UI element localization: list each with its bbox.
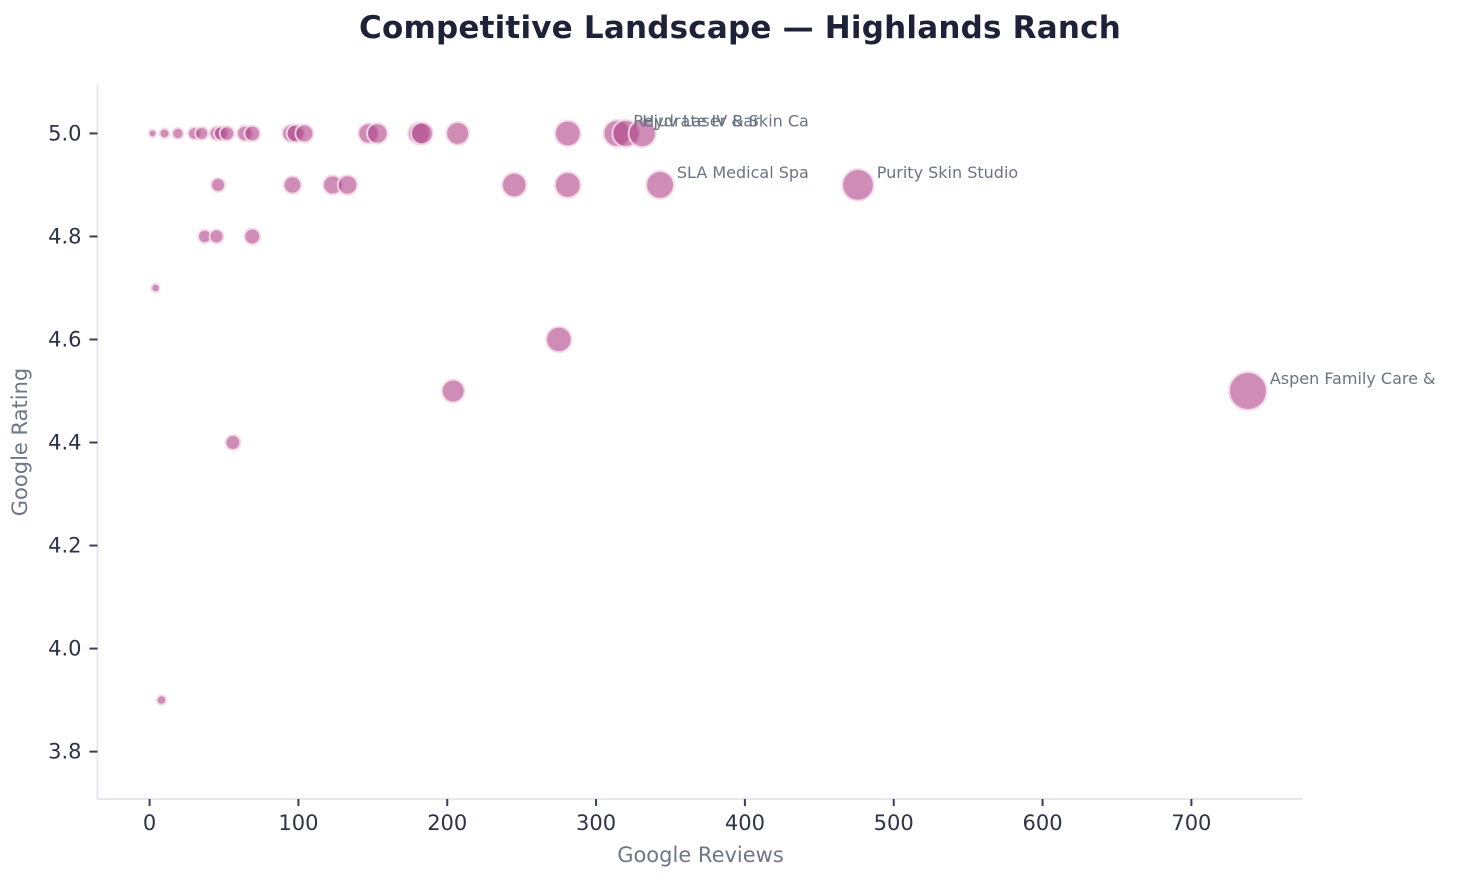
data-bubble — [336, 174, 359, 196]
annotation-label: Aspen Family Care & — [1270, 369, 1436, 388]
annotation-label: Rejuv Laser & Skin Ca — [633, 111, 809, 130]
y-tick-label: 4.8 — [48, 224, 81, 248]
data-bubble — [224, 434, 242, 451]
y-tick-label: 3.8 — [48, 740, 81, 764]
data-bubble — [194, 125, 210, 141]
data-bubble — [210, 176, 227, 193]
data-bubble — [445, 121, 471, 146]
y-axis-title: Google Rating — [8, 367, 32, 517]
data-bubble — [645, 170, 675, 200]
y-tick-label: 4.2 — [48, 534, 81, 558]
x-tick-label: 600 — [1023, 811, 1063, 835]
x-axis-title: Google Reviews — [617, 843, 784, 867]
y-tick-label: 4.6 — [48, 327, 81, 351]
annotation-label: Purity Skin Studio — [877, 163, 1018, 182]
data-bubble — [545, 325, 573, 354]
x-tick-label: 100 — [278, 811, 318, 835]
x-tick-label: 0 — [143, 811, 156, 835]
data-bubble — [841, 168, 875, 202]
data-bubble — [294, 123, 315, 144]
data-bubble — [1228, 371, 1268, 411]
data-bubble — [553, 119, 582, 148]
y-tick-label: 5.0 — [48, 121, 81, 145]
x-tick-label: 700 — [1171, 811, 1211, 835]
y-tick-label: 4.0 — [48, 637, 81, 661]
data-bubble — [366, 122, 389, 145]
data-bubble — [282, 175, 303, 195]
x-tick-label: 400 — [725, 811, 765, 835]
data-bubble — [243, 124, 262, 143]
data-bubble — [158, 127, 171, 140]
data-bubble — [243, 227, 262, 246]
data-bubble — [627, 118, 657, 149]
data-bubble — [150, 282, 161, 294]
data-bubble — [155, 694, 168, 706]
x-tick-label: 300 — [576, 811, 616, 835]
x-tick-label: 500 — [874, 811, 914, 835]
annotation-label: Hydrate IV Bar — [642, 111, 760, 130]
x-tick-label: 200 — [427, 811, 467, 835]
data-bubble — [147, 128, 158, 139]
data-bubble — [553, 171, 582, 199]
data-bubble — [501, 171, 528, 199]
chart-title: Competitive Landscape — Highlands Ranch — [359, 10, 1121, 46]
data-bubble — [208, 228, 225, 245]
data-bubble — [171, 126, 185, 140]
data-bubble — [410, 121, 434, 146]
annotation-label: SLA Medical Spa — [677, 163, 809, 182]
data-bubble — [440, 378, 466, 404]
y-tick-label: 4.4 — [48, 431, 81, 455]
data-bubble — [218, 125, 236, 142]
